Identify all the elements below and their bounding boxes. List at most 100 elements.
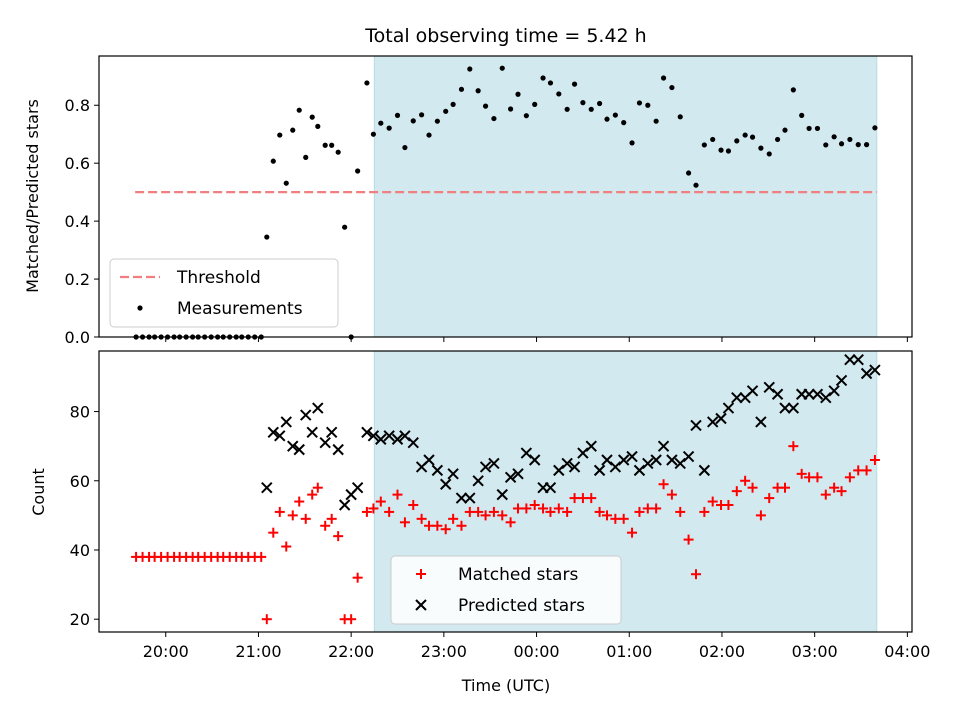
legend-predicted-swatch [415,599,427,611]
ratio-panel: 0.00.20.40.60.8 Matched/Predicted stars … [23,55,913,347]
measurements-point [290,127,296,133]
measurements-point [758,145,764,151]
measurements-point [774,136,781,143]
predicted-stars-point-b [306,426,318,439]
measurements-point [378,120,384,126]
predicted-stars-point [261,481,273,494]
matched-stars-point [384,506,395,517]
matched-stars-point [473,506,484,517]
predicted-stars-point-b [512,468,524,480]
matched-stars-point [488,506,499,517]
matched-stars-point [456,520,467,531]
matched-stars-point [829,482,840,493]
predicted-stars-point-b [722,402,735,414]
matched-stars-point [642,503,653,514]
matched-stars-point [448,513,459,524]
measurements-point [364,80,370,86]
predicted-stars-point-b [585,440,597,452]
predicted-stars-point [585,440,597,452]
matched-stars-point [268,527,279,538]
matched-stars-point [375,496,386,507]
measurements-point [588,106,594,112]
predicted-stars-point [601,454,613,466]
measurements-point [270,158,276,164]
measurements-point [621,120,627,126]
matched-stars-point [538,503,549,514]
predicted-stars-point-b [261,481,273,494]
predicted-stars-point [431,464,444,477]
x-tick-label: 01:00 [606,642,652,661]
predicted-stars-point [287,440,299,452]
measurements-point [547,80,554,86]
predicted-stars-point-b [835,374,848,387]
matched-stars-point [683,534,694,545]
matched-stars-point [361,506,372,517]
measurements-point [782,127,788,133]
x-tick-label: 02:00 [699,642,745,661]
measurements-point [309,114,315,120]
matched-stars-point [723,499,734,510]
predicted-stars-point [869,364,881,376]
predicted-stars-point [375,433,387,445]
predicted-stars-point [512,468,524,480]
predicted-stars-point-b [626,450,638,463]
predicted-stars-point-b [852,353,864,366]
x-tick-label: 23:00 [421,642,467,661]
matched-stars-point [261,614,272,625]
predicted-stars-point [715,412,727,425]
measurements-point [419,112,425,118]
matched-stars-point [256,551,267,562]
matched-stars-point [869,455,880,466]
predicted-stars-point-b [399,430,411,442]
predicted-stars-point-b [860,367,873,380]
predicted-stars-point [407,436,419,449]
predicted-stars-point-b [803,388,815,400]
ratio-legend: Threshold Measurements [109,258,339,328]
measurements-point [303,154,309,160]
ratio-panel-ticks: 0.0 0.2 0.4 0.6 0.8 [65,96,908,347]
legend-predicted-swatch-b [415,599,427,611]
measurements-point [710,136,716,143]
measurements-point [571,81,578,87]
predicted-stars-point [325,426,338,439]
predicted-stars-point-b [274,430,286,442]
matched-stars-point [618,513,629,524]
count-y-tick-label: 60 [70,472,90,491]
ratio-panel-background [373,55,878,338]
predicted-stars-point [593,464,606,477]
count-y-tick-label: 80 [70,403,90,422]
measurements-point [482,103,489,109]
matched-stars-point [416,513,427,524]
predicted-stars-point [852,353,864,366]
measurements-point [315,123,321,129]
x-tick-label: 04:00 [884,642,930,661]
matched-stars-point [634,506,645,517]
measurements-point [475,88,481,94]
predicted-stars-point-b [472,475,484,487]
predicted-stars-point-b [811,388,824,400]
predicted-stars-point-b [666,454,678,466]
predicted-stars-point-b [332,443,344,456]
matched-stars-point [707,496,718,507]
measurements-point [264,234,270,240]
matched-stars-point [513,503,524,514]
predicted-stars-point-b [479,461,492,473]
matched-stars-point [836,486,847,497]
measurements-point [386,125,392,131]
matched-stars-point [820,489,831,500]
measurements-point [766,151,772,157]
matched-stars-point [408,499,419,510]
predicted-stars-point [561,457,573,470]
predicted-stars-point [306,426,318,439]
predicted-stars-point-b [746,385,759,397]
legend-matched-swatch [416,569,426,579]
predicted-stars-point [280,416,292,428]
predicted-stars-point-b [431,464,444,477]
predicted-stars-point-b [504,471,517,484]
predicted-stars-point-b [601,454,613,466]
predicted-stars-point [763,381,775,394]
measurements-point [596,100,603,107]
matched-stars-point [747,482,758,493]
measurements-point [701,142,707,148]
predicted-stars-point [267,426,279,439]
